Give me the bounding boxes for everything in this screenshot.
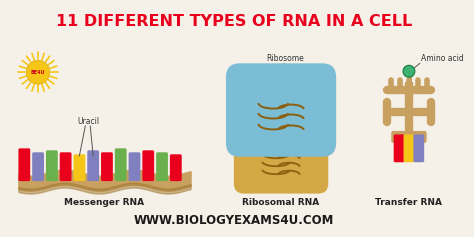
FancyBboxPatch shape [394, 134, 404, 162]
FancyBboxPatch shape [142, 150, 154, 181]
FancyBboxPatch shape [234, 130, 328, 194]
Text: Messenger RNA: Messenger RNA [64, 197, 145, 206]
FancyBboxPatch shape [403, 134, 414, 162]
Circle shape [403, 65, 415, 77]
FancyBboxPatch shape [115, 148, 127, 181]
FancyBboxPatch shape [128, 152, 140, 181]
FancyBboxPatch shape [46, 150, 58, 181]
Text: Ribosomal RNA: Ribosomal RNA [242, 197, 319, 206]
FancyBboxPatch shape [32, 152, 44, 181]
Text: WWW.BIOLOGYEXAMS4U.COM: WWW.BIOLOGYEXAMS4U.COM [134, 214, 334, 227]
Text: Transfer RNA: Transfer RNA [375, 197, 442, 206]
FancyBboxPatch shape [413, 134, 424, 162]
FancyBboxPatch shape [101, 152, 113, 181]
FancyBboxPatch shape [73, 154, 85, 181]
Text: Uracil: Uracil [77, 117, 100, 126]
FancyBboxPatch shape [156, 152, 168, 181]
Circle shape [26, 60, 50, 84]
Text: BE4U: BE4U [31, 70, 46, 75]
FancyBboxPatch shape [18, 148, 30, 181]
FancyBboxPatch shape [87, 150, 99, 181]
Text: 11 DIFFERENT TYPES OF RNA IN A CELL: 11 DIFFERENT TYPES OF RNA IN A CELL [56, 14, 412, 29]
FancyBboxPatch shape [170, 154, 182, 181]
Text: Amino acid: Amino acid [421, 54, 464, 63]
FancyBboxPatch shape [60, 152, 72, 181]
FancyBboxPatch shape [226, 63, 336, 157]
Text: Ribosome: Ribosome [266, 54, 304, 63]
FancyBboxPatch shape [391, 131, 427, 143]
